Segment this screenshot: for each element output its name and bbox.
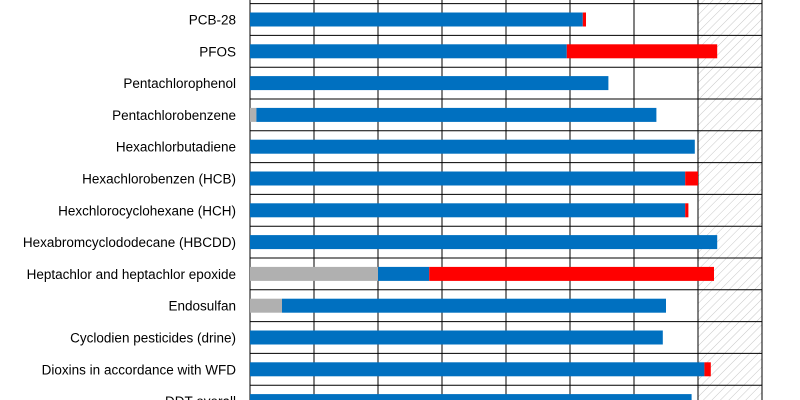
category-label: PFOS bbox=[199, 44, 236, 59]
category-label: Heptachlor and heptachlor epoxide bbox=[27, 267, 236, 282]
category-label: Hexachlorbutadiene bbox=[116, 140, 236, 155]
bar-segment-3 bbox=[704, 362, 711, 377]
category-label: Hexachlorobenzen (HCB) bbox=[82, 172, 236, 187]
bar-segment-3 bbox=[582, 12, 586, 27]
bar-segment-1 bbox=[250, 266, 378, 281]
hatched-region bbox=[698, 0, 762, 400]
category-label: Cyclodien pesticides (drine) bbox=[70, 331, 236, 346]
bar-segment-2 bbox=[250, 44, 567, 59]
category-label: Pentachlorophenol bbox=[123, 76, 236, 91]
bar-segment-2 bbox=[250, 330, 663, 345]
bar-segment-3 bbox=[685, 171, 698, 186]
bar-segment-2 bbox=[250, 139, 695, 154]
bar-segment-2 bbox=[250, 76, 609, 91]
category-label: Hexabromcyclododecane (HBCDD) bbox=[23, 235, 236, 250]
bar-segment-2 bbox=[250, 203, 686, 218]
bar-segment-2 bbox=[250, 394, 692, 400]
bar-segment-1 bbox=[250, 107, 257, 122]
bar-segment-2 bbox=[250, 235, 718, 250]
category-label: Dioxins in accordance with WFD bbox=[42, 362, 237, 377]
category-label: PCB-28 bbox=[189, 13, 236, 28]
bar-segment-2 bbox=[282, 298, 666, 313]
category-label: Hexchlorocyclohexane (HCH) bbox=[58, 203, 236, 218]
bar-segment-2 bbox=[250, 12, 583, 27]
category-label: Endosulfan bbox=[168, 299, 236, 314]
category-label: Pentachlorobenzene bbox=[112, 108, 236, 123]
bar-segment-1 bbox=[250, 298, 282, 313]
bar-segment-3 bbox=[566, 44, 718, 59]
bar-segment-2 bbox=[256, 107, 657, 122]
bar-segment-2 bbox=[378, 266, 430, 281]
category-label: DDT overall bbox=[165, 394, 236, 400]
bar-segment-2 bbox=[250, 171, 686, 186]
bar-segment-3 bbox=[429, 266, 714, 281]
bar-segment-2 bbox=[250, 362, 705, 377]
bar-segment-3 bbox=[685, 203, 689, 218]
